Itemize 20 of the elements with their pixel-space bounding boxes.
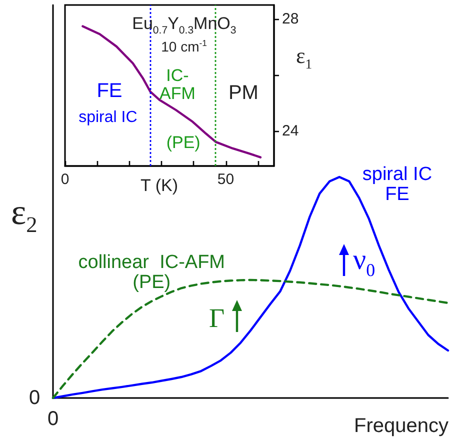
series-label: spiral IC FE	[362, 164, 432, 205]
annotation: PM	[228, 82, 258, 104]
text: Eu$_{0.7}$Y$_{0.3}$MnO$_{3}$	[132, 14, 236, 36]
y-axis-title: ε$_{1}$	[296, 43, 312, 72]
y-axis-title: ε$_{2}$	[11, 192, 38, 237]
series-label: collinear IC-AFM (PE)	[78, 252, 225, 294]
text: 0	[48, 408, 59, 430]
text: 10 cm$^{-1}$	[161, 38, 207, 55]
text: 0	[29, 386, 40, 408]
x-axis-title: T (K)	[140, 176, 178, 195]
y-tick-label: 24	[282, 122, 299, 140]
annotation: (PE)	[166, 133, 200, 152]
annotation: FE	[96, 80, 122, 102]
annotation: IC- AFM	[160, 66, 196, 103]
annotation: Γ	[209, 303, 225, 333]
annotation: spiral IC	[78, 108, 138, 127]
annotation: ν$_{0}$	[353, 244, 376, 280]
x-tick-label: 50	[217, 171, 234, 188]
y-tick-label: 28	[282, 10, 299, 28]
x-axis-title: Frequency	[354, 414, 448, 436]
